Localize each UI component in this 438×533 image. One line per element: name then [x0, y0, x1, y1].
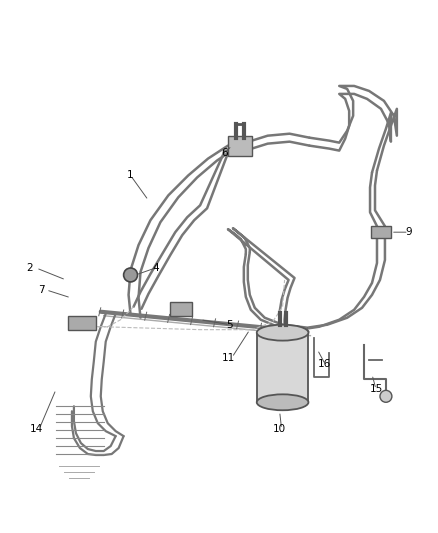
- Bar: [257, 333, 308, 402]
- Text: 7: 7: [38, 285, 44, 295]
- Ellipse shape: [257, 325, 308, 341]
- Text: 6: 6: [222, 148, 228, 158]
- Text: 5: 5: [226, 320, 233, 330]
- Text: 9: 9: [406, 227, 412, 237]
- Text: 10: 10: [273, 424, 286, 434]
- Bar: [170, 302, 192, 316]
- Text: 14: 14: [29, 424, 43, 434]
- Text: 16: 16: [318, 359, 331, 369]
- Text: 1: 1: [127, 171, 134, 181]
- Text: 15: 15: [369, 384, 383, 394]
- Bar: [371, 226, 391, 238]
- Circle shape: [380, 390, 392, 402]
- Bar: [228, 136, 252, 156]
- Bar: [68, 316, 96, 330]
- Text: 2: 2: [26, 263, 32, 273]
- Text: 4: 4: [152, 263, 159, 273]
- Text: 11: 11: [221, 352, 235, 362]
- Circle shape: [124, 268, 138, 282]
- Ellipse shape: [257, 394, 308, 410]
